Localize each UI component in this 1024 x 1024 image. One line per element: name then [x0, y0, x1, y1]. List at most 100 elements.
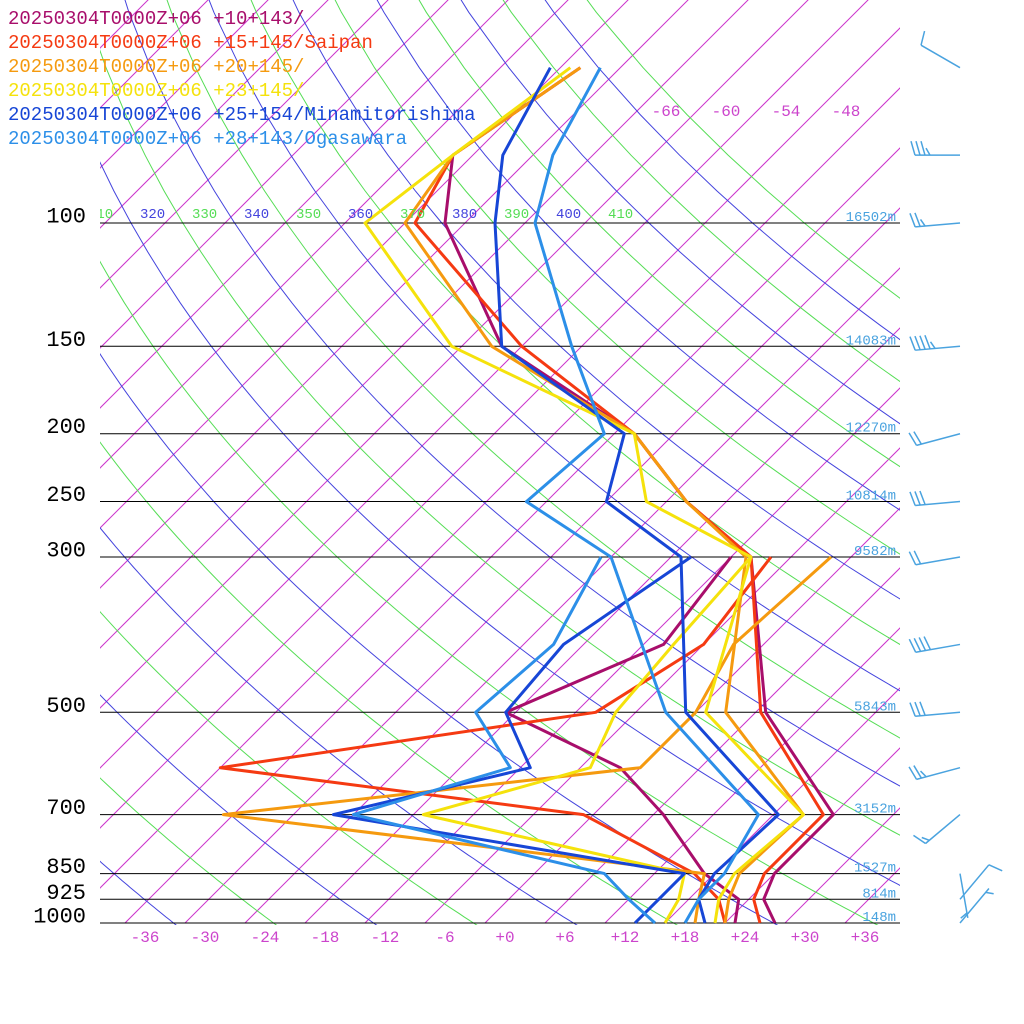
wind-barb-feather: [908, 551, 917, 566]
height-label: 3152m: [854, 802, 896, 818]
theta-label: 360: [348, 207, 373, 223]
temperature-tick-label: -24: [251, 929, 280, 947]
height-label: 5843m: [854, 699, 896, 715]
theta-curve: [100, 526, 578, 925]
wind-barb-feather: [913, 431, 923, 445]
height-label: 9582m: [854, 544, 896, 560]
legend-entry: 20250304T0000Z+06 +28+143/Ogasawara: [8, 128, 407, 150]
pressure-label: 200: [46, 415, 86, 440]
wind-barb-staff: [915, 556, 961, 566]
wind-barb-feather: [913, 637, 922, 652]
theta-curve: [166, 0, 900, 739]
theta-label: 320: [140, 207, 165, 223]
isotherm-line: [124, 147, 900, 924]
theta-label: 330: [192, 207, 217, 223]
legend: 20250304T0000Z+06 +10+143/20250304T0000Z…: [8, 8, 475, 150]
wind-barb-staff: [915, 345, 961, 351]
wind-barb-feather: [919, 490, 926, 505]
isotherm-line: [100, 0, 449, 349]
isobar-lines: [100, 222, 900, 924]
pressure-label: 300: [46, 538, 86, 563]
isotherm-line: [100, 0, 749, 649]
wind-barb-feather: [908, 638, 917, 653]
height-label: 1527m: [854, 861, 896, 877]
theta-label: 350: [296, 207, 321, 223]
legend-entry: 20250304T0000Z+06 +25+154/Minamitorishim…: [8, 104, 475, 126]
isotherm-line: [100, 0, 629, 529]
pressure-label: 500: [46, 694, 86, 719]
isotherm-line: [304, 327, 900, 924]
wind-barb-staff: [916, 766, 961, 781]
wind-barb-feather: [919, 701, 926, 716]
height-label: 814m: [862, 886, 896, 902]
wind-barb-feather: [921, 836, 930, 841]
wind-barb-feather: [909, 336, 916, 351]
wind-barb-feather: [908, 432, 918, 446]
wind-barb-feather: [913, 834, 926, 845]
temperature-line: [363, 66, 805, 924]
theta-labels: 310 320 330 340 350 360 370 380 390 400 410: [0, 200, 633, 224]
isotherm-line: [724, 747, 900, 924]
dewpoint-line: [218, 556, 773, 924]
pressure-label: 150: [46, 328, 86, 353]
theta-curve: [208, 0, 900, 692]
theta-curve: [100, 260, 879, 925]
wind-barb-feather: [918, 637, 927, 651]
theta-curve: [250, 0, 900, 646]
wind-barb-staff: [915, 711, 961, 717]
theta-curve: [100, 694, 378, 925]
wind-barb-staff: [916, 432, 961, 447]
upper-temperature-label: -48: [832, 103, 861, 121]
temperature-line: [413, 66, 825, 924]
sounding-profiles: [218, 66, 835, 925]
wind-barb-feather: [909, 491, 916, 506]
wind-barb-staff: [920, 44, 961, 69]
wind-barb-staff: [915, 500, 961, 507]
wind-barb: [909, 701, 961, 717]
wind-barb-feather: [914, 212, 921, 227]
temperature-line: [443, 66, 835, 924]
wind-barb-feather: [910, 140, 916, 156]
theta-label: 390: [504, 207, 529, 223]
isotherm-line: [484, 507, 900, 924]
isotherm-line: [100, 0, 689, 589]
isotherm-line: [664, 687, 900, 924]
dewpoint-line: [331, 555, 692, 925]
pressure-label: 100: [46, 205, 86, 230]
temperature-tick-label: -30: [191, 929, 220, 947]
wind-barb-feather: [914, 491, 921, 506]
isotherm-line: [244, 267, 900, 924]
temperature-tick-label: -36: [131, 929, 160, 947]
wind-barb: [908, 765, 961, 781]
pressure-label: 1000: [33, 905, 86, 930]
wind-barb-staff: [925, 813, 961, 845]
temperature-tick-label: -18: [311, 929, 340, 947]
theta-curve: [418, 0, 900, 468]
temperature-tick-label: -6: [435, 929, 454, 947]
wind-barb-staff: [959, 864, 990, 900]
temperature-line: [524, 66, 760, 924]
wind-barb-feather: [988, 864, 1003, 872]
wind-barb-feather: [929, 341, 936, 349]
wind-barb: [908, 636, 961, 653]
theta-curve: [334, 0, 900, 555]
wind-barb: [909, 212, 961, 228]
height-label: 12270m: [846, 421, 896, 437]
temperature-line: [403, 66, 805, 924]
legend-entry: 20250304T0000Z+06 +15+145/Saipan: [8, 32, 373, 54]
wind-barb: [920, 30, 961, 69]
pressure-label: 700: [46, 796, 86, 821]
upper-temperature-label: -66: [652, 103, 681, 121]
theta-label: 400: [556, 207, 581, 223]
wind-barb-feather: [925, 147, 931, 156]
isotherm-line: [965, 0, 1024, 923]
wind-barb-feather: [919, 770, 927, 778]
isotherm-line: [544, 567, 900, 924]
wind-barb: [908, 431, 961, 447]
isotherm-line: [100, 0, 569, 469]
pressure-label: 250: [46, 483, 86, 508]
temperature-line: [493, 66, 780, 924]
wind-barb-feather: [914, 701, 921, 717]
pressure-label: 850: [46, 855, 86, 880]
